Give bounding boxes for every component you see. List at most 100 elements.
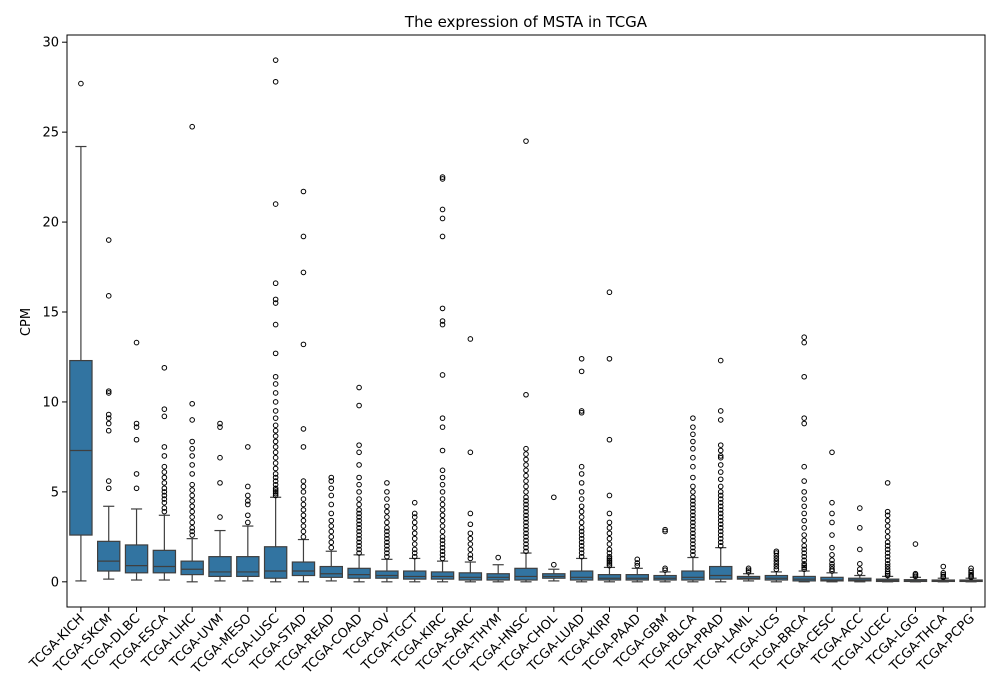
outlier-point: [690, 537, 696, 544]
outlier-point: [884, 508, 891, 515]
outlier-point: [411, 530, 418, 537]
outlier-point: [439, 517, 446, 524]
outlier-point: [523, 541, 529, 547]
outlier-point: [578, 519, 585, 526]
outlier-point: [328, 510, 335, 517]
box-tcga-uvm: [208, 420, 232, 582]
outlier-point: [690, 424, 696, 430]
outlier-point: [439, 523, 446, 529]
outlier-point: [578, 553, 585, 560]
outlier-point: [328, 474, 335, 481]
outlier-point: [690, 530, 696, 537]
outlier-point: [272, 57, 279, 63]
outlier-point: [717, 357, 724, 364]
outlier-point: [523, 516, 529, 522]
outlier-point: [829, 499, 835, 506]
outlier-point: [634, 556, 641, 563]
outlier-point: [829, 563, 835, 570]
chart-title: The expression of MSTA in TCGA: [404, 13, 648, 31]
outlier-point: [857, 546, 863, 553]
outlier-point: [968, 571, 974, 578]
outlier-point: [161, 453, 168, 459]
outlier-point: [690, 415, 696, 421]
box-tcga-thym: [486, 554, 510, 583]
outlier-point: [133, 424, 140, 430]
outlier-point: [884, 528, 891, 535]
outlier-point: [356, 384, 362, 391]
outlier-point: [523, 483, 529, 490]
outlier-point: [133, 471, 140, 477]
outlier-point: [523, 138, 529, 144]
outlier-point: [884, 561, 891, 567]
outlier-point: [717, 417, 724, 423]
outlier-point: [272, 489, 279, 495]
outlier-point: [606, 546, 613, 553]
outlier-point: [606, 550, 613, 556]
outlier-point: [523, 512, 529, 519]
outlier-point: [606, 557, 613, 564]
outlier-point: [439, 534, 446, 540]
outlier-point: [578, 408, 585, 414]
outlier-point: [217, 420, 223, 427]
outlier-point: [690, 548, 696, 555]
outlier-point: [578, 546, 585, 553]
outlier-point: [161, 496, 168, 502]
outlier-point: [690, 498, 696, 504]
iqr-box: [208, 556, 232, 578]
outlier-point: [523, 534, 529, 540]
outlier-point: [439, 555, 446, 562]
outlier-point: [717, 528, 724, 535]
outlier-point: [801, 463, 807, 470]
outlier-point: [773, 550, 780, 556]
outlier-point: [411, 550, 418, 556]
outlier-point: [717, 469, 724, 475]
outlier-point: [690, 438, 696, 445]
outlier-point: [606, 561, 613, 567]
outlier-point: [439, 318, 446, 324]
box-tcga-lgg: [903, 541, 928, 583]
outlier-point: [272, 481, 279, 488]
iqr-box: [708, 565, 733, 580]
outlier-point: [217, 480, 223, 486]
iqr-box: [514, 567, 538, 581]
box-tcga-kirc: [430, 174, 455, 583]
outlier-point: [801, 532, 807, 538]
outlier-point: [384, 528, 390, 535]
outlier-point: [384, 496, 390, 502]
outlier-point: [467, 546, 474, 553]
outlier-point: [801, 557, 807, 564]
outlier-point: [857, 525, 863, 531]
outlier-point: [801, 546, 807, 553]
outlier-point: [717, 483, 724, 490]
outlier-point: [439, 415, 446, 421]
outlier-point: [606, 541, 613, 547]
outlier-point: [189, 503, 195, 510]
outlier-point: [272, 415, 279, 421]
iqr-box: [291, 561, 316, 577]
outlier-point: [189, 445, 195, 452]
outlier-point: [272, 490, 279, 497]
outlier-point: [189, 453, 195, 459]
outlier-point: [912, 570, 919, 577]
outlier-point: [356, 535, 362, 542]
outlier-point: [523, 530, 529, 537]
outlier-point: [829, 519, 835, 526]
outlier-point: [884, 546, 891, 553]
outlier-point: [523, 489, 529, 495]
outlier-point: [773, 566, 780, 573]
outlier-point: [578, 543, 585, 549]
outlier-point: [578, 368, 585, 375]
outlier-point: [161, 413, 168, 420]
plot-frame: [66, 34, 986, 608]
outlier-point: [717, 499, 724, 506]
outlier-point: [272, 485, 279, 492]
outlier-point: [384, 489, 390, 495]
outlier-point: [439, 537, 446, 544]
outlier-point: [439, 489, 446, 495]
outlier-point: [245, 483, 251, 490]
outlier-point: [356, 521, 362, 528]
outlier-point: [829, 449, 835, 456]
iqr-box: [569, 570, 594, 581]
outlier-point: [356, 543, 362, 549]
outlier-point: [356, 517, 362, 524]
